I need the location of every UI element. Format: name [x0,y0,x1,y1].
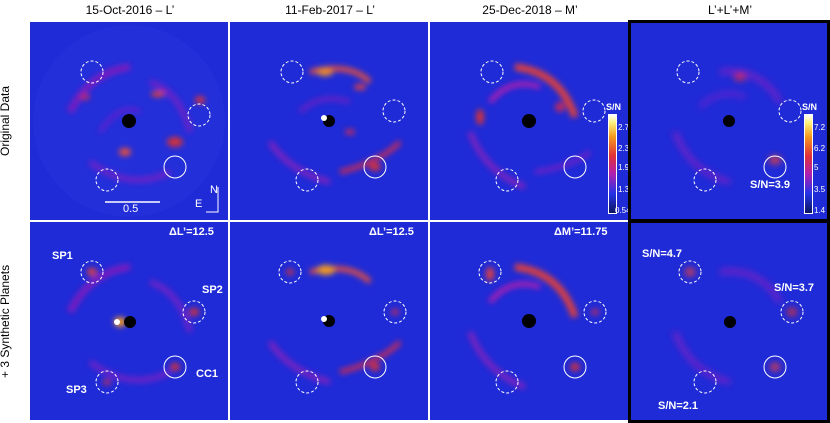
panel-original-combined: S/N 7.2 6.2 5 3.5 1.4 S/N=3.9 [630,22,828,220]
colorbar-1-tick: 0.54 [615,206,628,215]
contrast-label-1: ΔL’=12.5 [169,226,214,238]
scale-bar-label: 0.5 [123,203,139,215]
panel-synthetic-2018: ΔM’=11.75 [430,222,628,420]
panel-synthetic-combined: S/N=4.7 S/N=3.7 S/N=2.1 [630,222,828,420]
row-label-original: Original Data [0,85,12,157]
column-title-2: 11-Feb-2017 – L’ [285,3,375,17]
panel-original-2016: 0.5 N E [30,22,228,220]
colorbar-2-tick: 5 [814,163,819,172]
snr-sp3: S/N=2.1 [658,400,699,412]
colorbar-1-title: S/N [606,102,622,112]
planet-label-sp3: SP3 [66,384,87,396]
colorbar-1-tick: 2.3 [618,144,628,153]
compass-north: N [210,184,218,196]
column-title-3: 25-Dec-2018 – M’ [482,3,578,17]
column-title-4: L’+L’+M’ [707,3,753,17]
panel-synthetic-2017: ΔL’=12.5 [230,222,428,420]
colorbar-2-tick: 3.5 [814,185,826,194]
panel-original-2017 [230,22,428,220]
planet-label-sp2: SP2 [202,284,223,296]
snr-sp2: S/N=3.7 [774,282,815,294]
planet-label-sp1: SP1 [52,250,73,262]
compass-east: E [195,198,203,210]
panel-original-2018: S/N 2.7 2.3 1.9 1.3 0.54 [430,22,628,220]
colorbar-1-tick: 2.7 [618,123,628,132]
contrast-label-2: ΔL’=12.5 [369,226,414,238]
planet-label-cc1: CC1 [196,368,219,380]
colorbar-2-tick: 1.4 [814,206,826,215]
snr-combined-top: S/N=3.9 [750,179,791,191]
panel-synthetic-2016: ΔL’=12.5 SP1 SP2 SP3 CC1 [30,222,228,420]
colorbar-1-tick: 1.9 [618,163,628,172]
column-title-1: 15-Oct-2016 – L’ [85,3,175,17]
colorbar-2-title: S/N [802,102,818,112]
contrast-label-3: ΔM’=11.75 [554,226,608,238]
snr-sp1: S/N=4.7 [642,248,683,260]
colorbar-1-tick: 1.3 [618,185,628,194]
colorbar-2-tick: 6.2 [814,144,826,153]
colorbar-2-tick: 7.2 [814,123,826,132]
row-label-synthetic: + 3 Synthetic Planets [0,264,12,378]
